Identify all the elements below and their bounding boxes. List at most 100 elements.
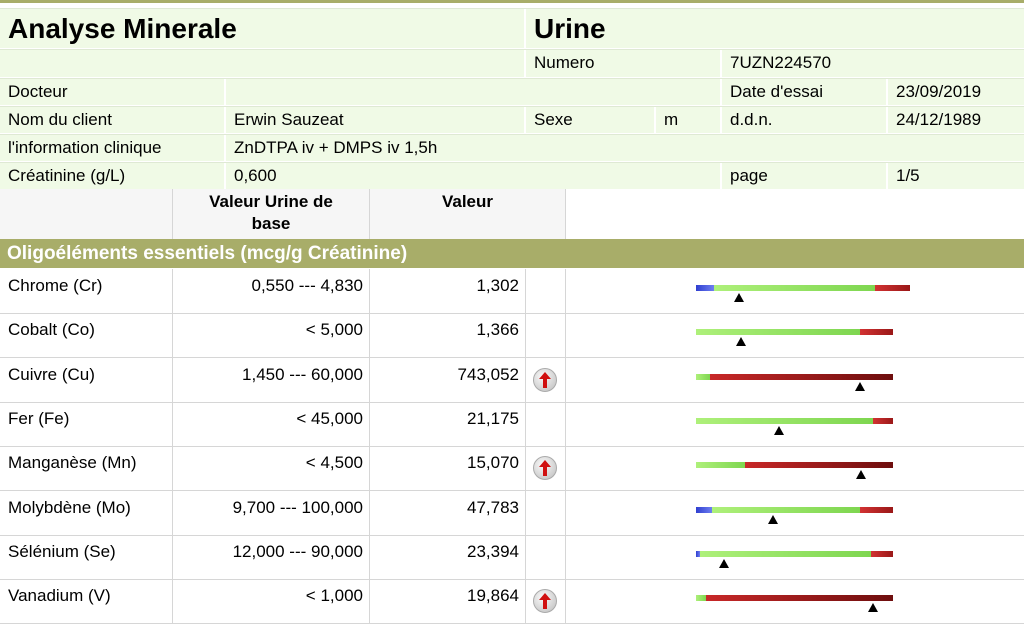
- result-value: 743,052: [369, 358, 525, 402]
- report-title-row: Analyse Minerale Urine: [0, 8, 1024, 48]
- range-bar: [696, 551, 893, 557]
- value-marker: [856, 470, 866, 479]
- clinical-row: l'information clinique ZnDTPA iv + DMPS …: [0, 134, 1024, 161]
- range-bar-high: [875, 285, 910, 291]
- table-row: Chrome (Cr) 0,550 --- 4,830 1,302: [0, 269, 1024, 314]
- range-bar-high: [873, 418, 893, 424]
- section-title: Oligoéléments essentiels (mcg/g Créatini…: [0, 239, 1024, 268]
- clinical-label: l'information clinique: [8, 138, 162, 157]
- element-name: Chrome (Cr): [8, 276, 103, 295]
- value-marker: [868, 603, 878, 612]
- reference-range: < 45,000: [172, 402, 369, 446]
- range-bar: [696, 462, 893, 468]
- reference-range: < 5,000: [172, 313, 369, 357]
- column-header-row: Valeur Urine de base Valeur: [0, 189, 1024, 239]
- client-label: Nom du client: [8, 110, 112, 129]
- range-bar: [696, 285, 910, 291]
- numero-spacer: [0, 50, 524, 77]
- range-bar: [696, 595, 893, 601]
- range-bar-normal: [696, 374, 710, 380]
- table-row: Molybdène (Mo) 9,700 --- 100,000 47,783: [0, 491, 1024, 536]
- column-header-reference-line1: Valeur Urine de: [209, 192, 333, 211]
- range-bar-high: [710, 374, 893, 380]
- date-value: 23/09/2019: [886, 79, 1024, 105]
- creatinine-label: Créatinine (g/L): [8, 166, 126, 185]
- column-header-reference-line2: base: [251, 214, 291, 233]
- range-bar: [696, 507, 893, 513]
- result-value: 1,366: [369, 313, 525, 357]
- range-bar-normal: [712, 507, 860, 513]
- table-row: Vanadium (V) < 1,000 19,864: [0, 579, 1024, 624]
- element-name: Sélénium (Se): [8, 542, 116, 561]
- result-value: 19,864: [369, 579, 525, 623]
- value-marker: [736, 337, 746, 346]
- creatinine-value: 0,600: [224, 163, 720, 189]
- value-marker: [855, 382, 865, 391]
- range-bar-high: [860, 329, 893, 335]
- element-name: Cuivre (Cu): [8, 365, 95, 384]
- numero-row: Numero 7UZN224570: [0, 49, 1024, 77]
- numero-label: Numero: [524, 50, 720, 77]
- reference-range: 9,700 --- 100,000: [172, 491, 369, 535]
- ddn-label: d.d.n.: [720, 107, 886, 133]
- creatinine-row: Créatinine (g/L) 0,600 page 1/5: [0, 162, 1024, 189]
- docteur-row: Docteur Date d'essai 23/09/2019: [0, 78, 1024, 105]
- flag-cell: [525, 402, 565, 446]
- range-chart-cell: [565, 269, 1024, 313]
- table-row: Cuivre (Cu) 1,450 --- 60,000 743,052: [0, 358, 1024, 403]
- value-marker: [768, 515, 778, 524]
- high-flag-icon: [533, 589, 557, 613]
- column-header-element: [0, 189, 172, 239]
- element-name: Cobalt (Co): [8, 320, 95, 339]
- range-chart-cell: [565, 535, 1024, 579]
- table-row: Manganèse (Mn) < 4,500 15,070: [0, 446, 1024, 491]
- table-row: Sélénium (Se) 12,000 --- 90,000 23,394: [0, 535, 1024, 580]
- column-header-value: Valeur: [369, 189, 565, 239]
- numero-value: 7UZN224570: [720, 50, 1024, 77]
- reference-range: 0,550 --- 4,830: [172, 269, 369, 313]
- range-bar-high: [871, 551, 893, 557]
- range-bar: [696, 418, 893, 424]
- flag-cell: [525, 269, 565, 313]
- sample-type: Urine: [524, 9, 1024, 48]
- column-header-chart: [565, 189, 1024, 239]
- result-value: 23,394: [369, 535, 525, 579]
- result-value: 15,070: [369, 446, 525, 490]
- range-bar-normal: [700, 551, 871, 557]
- range-bar-normal: [714, 285, 876, 291]
- result-value: 21,175: [369, 402, 525, 446]
- top-rule: [0, 0, 1024, 3]
- table-row: Fer (Fe) < 45,000 21,175: [0, 402, 1024, 447]
- value-marker: [774, 426, 784, 435]
- reference-range: 12,000 --- 90,000: [172, 535, 369, 579]
- element-name: Manganèse (Mn): [8, 453, 137, 472]
- column-header-reference: Valeur Urine de base: [172, 189, 369, 239]
- value-marker: [719, 559, 729, 568]
- flag-cell: [525, 358, 565, 402]
- flag-cell: [525, 313, 565, 357]
- range-chart-cell: [565, 491, 1024, 535]
- page-label: page: [720, 163, 886, 189]
- range-bar: [696, 374, 893, 380]
- reference-range: < 1,000: [172, 579, 369, 623]
- docteur-label: Docteur: [8, 82, 68, 101]
- value-marker: [734, 293, 744, 302]
- high-flag-icon: [533, 368, 557, 392]
- range-chart-cell: [565, 402, 1024, 446]
- client-row: Nom du client Erwin Sauzeat Sexe m d.d.n…: [0, 106, 1024, 133]
- range-chart-cell: [565, 358, 1024, 402]
- range-bar-high: [860, 507, 893, 513]
- flag-cell: [525, 535, 565, 579]
- range-bar-normal: [696, 418, 873, 424]
- range-bar-low: [696, 507, 712, 513]
- range-chart-cell: [565, 579, 1024, 623]
- report-title: Analyse Minerale: [8, 13, 237, 44]
- date-label: Date d'essai: [720, 79, 886, 105]
- client-value: Erwin Sauzeat: [224, 107, 524, 133]
- sexe-label: Sexe: [524, 107, 654, 133]
- flag-cell: [525, 579, 565, 623]
- clinical-value: ZnDTPA iv + DMPS iv 1,5h: [224, 135, 1024, 161]
- range-chart-cell: [565, 313, 1024, 357]
- ddn-value: 24/12/1989: [886, 107, 1024, 133]
- result-value: 1,302: [369, 269, 525, 313]
